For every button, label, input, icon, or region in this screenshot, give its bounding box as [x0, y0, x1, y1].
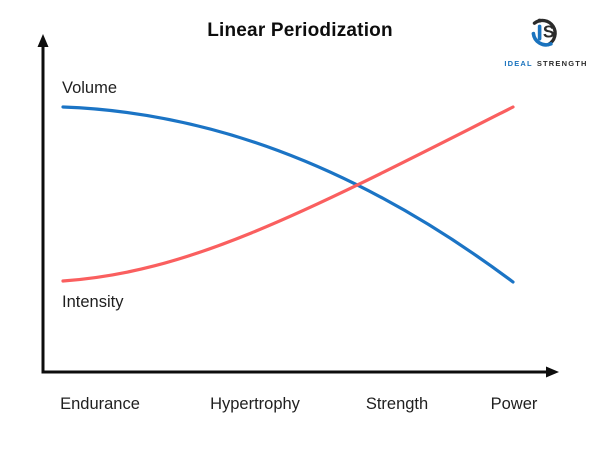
volume-curve	[61, 105, 515, 284]
logo-s-letter: S	[543, 22, 555, 42]
logo-word-strength: STRENGTH	[536, 59, 588, 68]
x-axis-arrowhead	[546, 366, 559, 378]
x-label-power: Power	[490, 395, 538, 413]
ideal-strength-logo: S IDEAL STRENGTH	[498, 6, 594, 80]
intensity-curve	[61, 105, 515, 283]
x-label-endurance: Endurance	[60, 395, 140, 413]
y-axis-arrowhead	[37, 34, 49, 47]
logo-word-ideal: IDEAL	[504, 59, 533, 68]
logo-circle-monogram-icon: S	[531, 18, 557, 47]
volume-curve-label: Volume	[62, 79, 118, 97]
logo-i-dot	[537, 18, 542, 23]
logo-ring-blue-arc	[531, 31, 553, 47]
chart-title: Linear Periodization	[207, 20, 393, 41]
logo-wordmark: IDEAL STRENGTH	[504, 59, 587, 68]
x-label-strength: Strength	[365, 395, 429, 413]
x-label-hypertrophy: Hypertrophy	[210, 395, 300, 413]
intensity-curve-label: Intensity	[62, 293, 124, 311]
